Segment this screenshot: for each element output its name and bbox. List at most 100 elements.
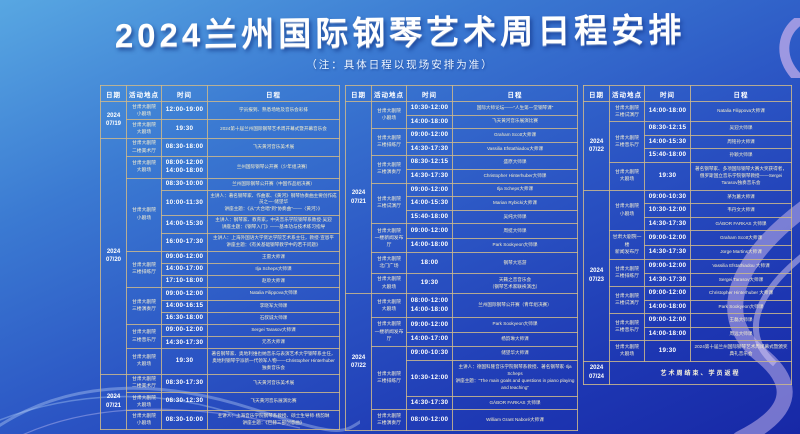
schedule-cell: 李晓军大师课 [207,299,340,313]
location-cell: 甘肃大剧院 小剧场 [126,100,162,121]
schedule-row: 2024 07/21 甘肃大剧院 小剧场 10:30-12:00 国际大师论坛——“人… [345,100,578,295]
location-cell: 甘肃大剧院 三楼试演厅 [371,182,407,225]
schedule-cell: 飞天黄河音乐展演比赛 [452,114,578,130]
location-cell: 甘肃大剧院 小剧场 [609,189,645,232]
location-cell: 甘肃大剧院 三楼排练厅 [609,259,645,288]
column-header: 时间 [406,85,453,102]
time-cell: 09:00-12:00 [644,259,691,274]
time-cell: 19:30 [406,272,453,295]
location-cell: 甘肃大剧院 大剧场 [371,293,407,319]
column-header: 日期 [345,85,372,102]
time-cell: 14:00-17:00 [161,262,208,277]
schedule-cell: Vassilia Efstathiadou 大师课 [690,259,792,274]
schedule-cell: 周挺大师课 [452,223,578,239]
time-cell: 14:30-17:30 [406,395,453,411]
time-cell: 10:00-11:30 [161,189,208,216]
header-row: 日期 活动地点 时间 日程 [345,85,578,102]
schedule-cell: Christopher Hinterhuber 大师课 [690,286,792,301]
schedule-panel-middle: 日期 活动地点 时间 日程 2024 07/21 甘肃大剧院 小剧场 10:30-12:00… [345,85,578,431]
time-cell: 08:30-12:30 [161,391,208,412]
location-cell: 甘肃大剧院 三楼演奏厅 [371,155,407,184]
time-cell: 19:30 [161,348,208,375]
schedule-cell: 艺术周结束、学员返程 [609,360,792,386]
time-cell: 14:30-17:30 [161,336,208,350]
location-cell: 甘肃大剧院 小剧场 [126,410,162,430]
schedule-row: 甘肃大剧院 三楼排练厅 09:00-10:30 储望华大师课 [346,346,578,411]
schedule-row: 甘肃大剧院 大剧场 08:00-12:00 14:00-18:00 兰州国际钢琴公开… [101,156,340,179]
schedule-row: 14:00-17:00 Ilja Scheps大师课 [101,262,340,277]
location-cell: 甘肃大剧院 三楼试演厅 [609,286,645,315]
location-cell: 甘肃大剧院 三楼音乐厅 [126,323,162,350]
time-cell: 09:00-12:00 [406,317,453,333]
schedule-panel-left: 日期 活动地点 时间 日程 2024 07/19 甘肃大剧院 小剧场 12:00-19:00… [100,85,340,431]
time-cell: 08:30-12:15 [406,155,453,170]
location-cell: 甘肃大剧院 小剧场 [371,100,407,130]
column-header: 日程 [452,85,578,102]
schedule-cell: Ilja Scheps大师课 [207,262,340,277]
time-cell: 14:00-18:00 [644,299,691,315]
date-cell: 2024 07/20 [100,137,127,375]
schedule-row: 10:00-11:30 主讲人：著名钢琴家、作曲家、《黄河》钢琴协奏曲主要创作成员… [101,189,340,216]
location-cell: 甘肃大剧院 三楼排练厅 [371,128,407,157]
date-cell: 2024 07/21 [345,100,372,295]
schedule-cell: 主讲人：上海音乐学院钢琴系教授、硕士生导师·杨韵琳 讲座主题：《巴赫三部创意曲》 [207,410,340,430]
time-cell: 15:40-18:00 [644,148,691,163]
column-header: 活动地点 [609,85,645,102]
schedule-cell: Natalia Filippova大师课 [207,287,340,301]
schedule-cell: 杨韵琳大师课 [452,331,578,348]
location-cell: 甘肃大剧院 三楼音乐厅 [609,313,645,342]
page-title: 2024兰州国际钢琴艺术周日程安排 [114,11,686,54]
time-cell: 08:30-18:00 [161,137,208,158]
schedule-cell: 赵聆大师课 [207,275,340,289]
schedule-row: 14:30-17:30 元杰大师课 [101,336,340,350]
schedule-cell: William Grant Naboré大师课 [452,409,578,431]
time-cell: 08:30-12:15 [644,121,691,136]
schedule-panel-right: 日期 活动地点 时间 日程 2024 07/22 甘肃大剧院 三楼试演厅 14:00-18:… [583,85,792,386]
time-cell: 09:00-12:00 [644,286,691,301]
schedule-cell: 著名钢琴家、奥地利维也纳音乐与表演艺术大学钢琴系主任， 奥地利钢琴学派新一代领军… [207,348,340,375]
schedule-table: 日期 活动地点 时间 日程 2024 07/22 甘肃大剧院 三楼试演厅 14:00-18:… [583,85,792,386]
schedule-row: 甘肃大剧院 三楼演奏厅 08:00-12:00 William Grant Nabo… [346,409,578,431]
time-cell: 14:30-17:30 [644,216,691,232]
time-cell: 10:30-12:00 [644,203,691,218]
time-cell: 08:30-10:00 [161,177,208,191]
time-cell: 16:00-17:30 [161,232,208,252]
location-cell: 甘肃大剧院 三楼音乐厅 [609,121,645,163]
schedule-row: 2024 07/22 甘肃大剧院 大剧场 08:00-12:00 14:00-18:… [345,293,578,431]
location-cell: 甘肃大剧院 三楼演奏厅 [371,409,407,431]
location-cell: 甘肃大剧院 三楼排练厅 [371,346,407,411]
schedule-cell: 天籁之音音乐会 （钢琴艺术家联袂演出） [452,272,578,295]
location-cell: 甘肃大剧院 大剧场 [126,119,162,139]
schedule-row: 14:30-17:30 GÁBOR FARKAS 大师课 [346,395,578,411]
time-cell: 09:00-12:00 [644,313,691,328]
schedule-row: 甘肃大剧院 三楼音乐厅 09:00-12:00 Sergei Tarasov大师课 [101,323,340,350]
schedule-cell: Christopher Hinterhuber大师课 [452,168,578,184]
schedule-row: 甘肃大剧院 三楼排练厅 09:00-12:00 Graham Scott大师课 [346,128,578,157]
schedule-row: 14:00-15:30 周铭孙大师课 [584,134,792,150]
schedule-row: 甘肃大剧院 三楼音乐厅 09:00-12:00 王磊大师课 [584,313,792,342]
time-cell: 15:40-18:00 [406,209,453,225]
schedule-row: 甘肃大剧院 大剧场 19:30 著名钢琴家、多项国际钢琴大赛大奖获得者， 俄罗斯国立… [584,161,792,191]
schedule-row: 甘肃大剧院 三楼排练厅 09:00-12:00 Vassilia Efstathia… [584,259,792,288]
schedule-cell: 兰州国际钢琴公开赛（青年组决赛） [452,293,578,319]
schedule-cell: Park Sookyeon大师课 [452,317,578,333]
time-cell: 14:00-18:00 [406,114,453,130]
schedule-cell: Graham Scott大师课 [690,230,792,246]
schedule-cell: 周铭孙大师课 [690,134,792,150]
time-cell: 09:00-12:00 [644,230,691,246]
schedule-row: 14:00-17:00 杨韵琳大师课 [346,331,578,348]
column-header: 活动地点 [371,85,407,102]
schedule-cell: Sergei Tarasov大师课 [690,272,792,288]
schedule-row: 14:30-17:30 Sergei Tarasov大师课 [584,272,792,288]
location-cell: 甘肃大剧院 大剧场 [126,348,162,375]
location-cell: 甘肃大剧院 小剧场 [126,177,162,252]
column-header: 日程 [207,85,340,102]
time-cell: 16:30-18:00 [161,311,208,325]
time-cell: 14:00-16:15 [161,299,208,313]
time-cell: 08:00-12:00 14:00-18:00 [406,293,453,319]
date-cell: 2024 07/23 [583,189,610,362]
time-cell: 19:30 [644,161,691,191]
schedule-row: 甘肃大剧院 三楼音乐厅 08:30-12:15 吴迎大师课 [584,121,792,163]
schedule-cell: 茅为蕙大师课 [690,189,792,205]
header-row: 日期 活动地点 时间 日程 [100,85,340,102]
